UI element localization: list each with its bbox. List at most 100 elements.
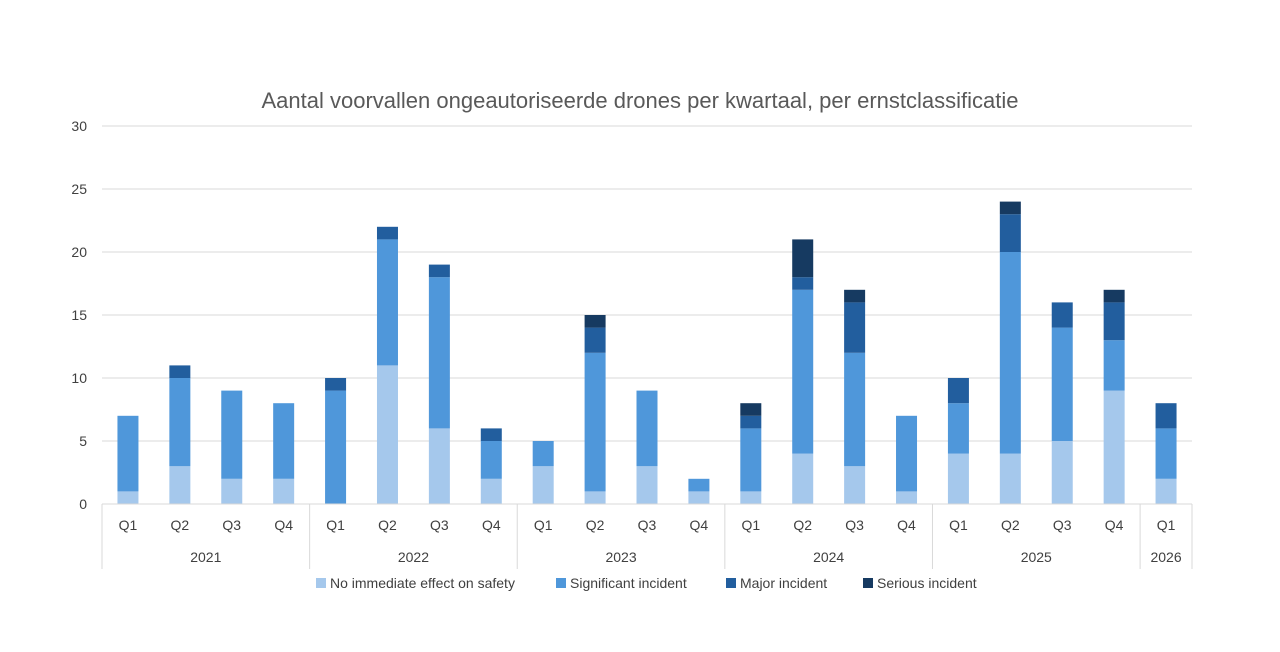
bar-segment [792, 453, 814, 504]
y-tick-label: 0 [79, 496, 87, 512]
legend-label: Major incident [740, 575, 827, 591]
x-axis: Q1 Q2 Q3 Q4 Q1 Q2 Q3 Q4 Q1 Q2 Q3 Q4 Q1 Q2 Q3 Q4 Q1 Q2 Q3 Q4… [101, 503, 1193, 569]
bar-segment [169, 365, 191, 378]
bars [117, 201, 1177, 504]
legend-label: No immediate effect on safety [330, 575, 515, 591]
x-tick-label: Q4 [690, 517, 709, 533]
y-tick-label: 15 [71, 307, 87, 323]
bar-segment [896, 415, 918, 492]
bar-segment [480, 428, 502, 441]
bar-segment [844, 302, 866, 353]
bar-segment [896, 491, 918, 504]
x-tick-label: Q3 [1053, 517, 1072, 533]
bar-segment [584, 315, 606, 328]
y-axis: 0 5 10 15 20 25 30 [71, 118, 87, 512]
bar-segment [947, 378, 969, 404]
x-group-label: 2021 [190, 549, 221, 565]
x-tick-label: Q3 [845, 517, 864, 533]
bar-segment [844, 289, 866, 303]
x-tick-label: Q2 [378, 517, 397, 533]
bar-segment [999, 214, 1021, 252]
bar-segment [428, 428, 450, 504]
bar-segment [376, 365, 398, 504]
bar-segment [999, 201, 1021, 215]
bar-segment [376, 239, 398, 366]
x-tick-label: Q4 [482, 517, 501, 533]
y-tick-label: 10 [71, 370, 87, 386]
x-tick-label: Q1 [1157, 517, 1176, 533]
y-tick-label: 25 [71, 181, 87, 197]
legend-swatch [863, 578, 873, 588]
bar-segment [1051, 441, 1073, 504]
x-group-label: 2025 [1021, 549, 1052, 565]
x-tick-label: Q1 [119, 517, 138, 533]
x-tick-label: Q1 [534, 517, 553, 533]
x-tick-label: Q1 [949, 517, 968, 533]
legend-swatch [316, 578, 326, 588]
bar-segment [273, 403, 295, 479]
bar-segment [636, 390, 658, 467]
bar-segment [428, 264, 450, 278]
bar-segment [221, 390, 243, 479]
x-tick-label: Q2 [586, 517, 605, 533]
bar-segment [1155, 478, 1177, 504]
bar-segment [584, 327, 606, 353]
x-tick-label: Q3 [430, 517, 449, 533]
bar-segment [169, 466, 191, 504]
bar-segment [1103, 302, 1125, 341]
x-tick-label: Q4 [274, 517, 293, 533]
x-group-label: 2022 [398, 549, 429, 565]
bar-segment [325, 378, 347, 391]
x-tick-label: Q4 [897, 517, 916, 533]
bar-segment [740, 415, 762, 429]
legend-swatch [726, 578, 736, 588]
bar-segment [844, 352, 866, 467]
x-group-label: 2026 [1150, 549, 1181, 565]
bar-segment [740, 428, 762, 492]
x-group-label: 2024 [813, 549, 844, 565]
bar-segment [740, 403, 762, 416]
bar-segment [532, 466, 554, 504]
bar-segment [844, 466, 866, 504]
bar-segment [428, 277, 450, 429]
chart-title: Aantal voorvallen ongeautoriseerde drone… [262, 88, 1019, 113]
bar-segment [117, 415, 139, 492]
bar-segment [532, 441, 554, 467]
y-tick-label: 20 [71, 244, 87, 260]
bar-segment [1103, 390, 1125, 504]
bar-segment [688, 478, 710, 492]
bar-segment [221, 478, 243, 504]
x-tick-label: Q2 [171, 517, 190, 533]
bar-segment [947, 453, 969, 504]
bar-segment [1103, 289, 1125, 303]
bar-segment [1155, 403, 1177, 429]
x-group-label: 2023 [605, 549, 636, 565]
x-tick-label: Q2 [793, 517, 812, 533]
bar-segment [1155, 428, 1177, 479]
bar-segment [740, 491, 762, 504]
x-tick-label: Q2 [1001, 517, 1020, 533]
bar-segment [273, 478, 295, 504]
bar-segment [117, 491, 139, 504]
bar-segment [792, 239, 814, 278]
legend-swatch [556, 578, 566, 588]
y-tick-label: 30 [71, 118, 87, 134]
legend: No immediate effect on safety Significant… [316, 575, 977, 591]
x-tick-label: Q1 [741, 517, 760, 533]
x-tick-label: Q4 [1105, 517, 1124, 533]
bar-segment [480, 478, 502, 504]
x-tick-label: Q3 [222, 517, 241, 533]
x-tick-label: Q1 [326, 517, 345, 533]
bar-segment [1103, 340, 1125, 391]
bar-segment [480, 441, 502, 479]
bar-segment [169, 378, 191, 467]
bar-segment [999, 453, 1021, 504]
bar-segment [999, 252, 1021, 454]
x-tick-label: Q3 [638, 517, 657, 533]
bar-segment [584, 491, 606, 504]
bar-segment [325, 390, 347, 504]
bar-segment [584, 352, 606, 492]
bar-segment [1051, 327, 1073, 441]
bar-segment [688, 491, 710, 504]
